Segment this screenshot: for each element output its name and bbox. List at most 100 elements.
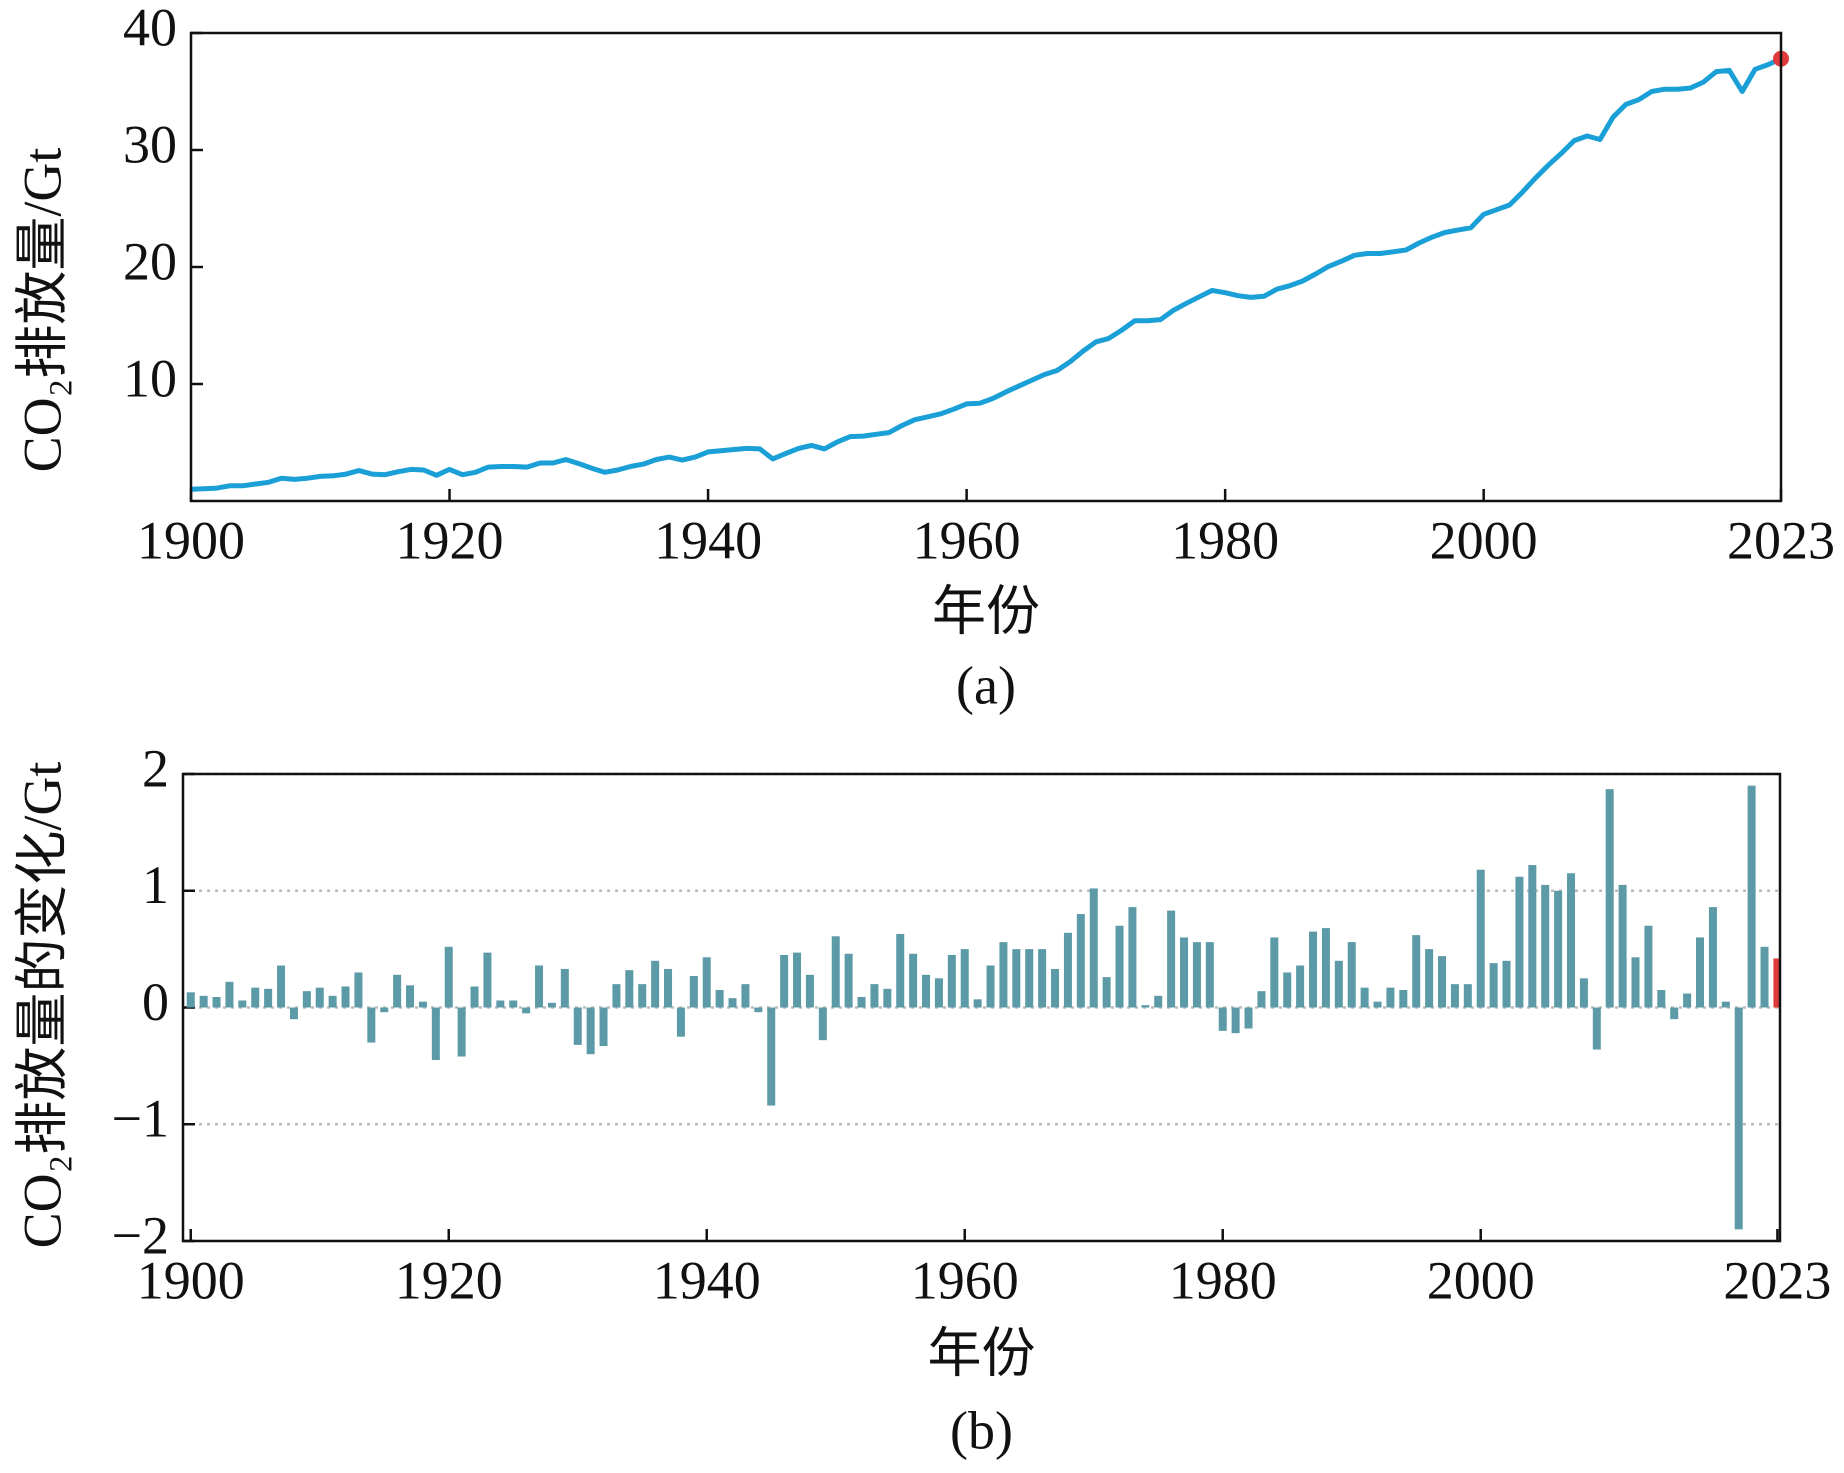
bar xyxy=(547,1002,556,1008)
bar xyxy=(199,995,208,1008)
bar xyxy=(212,996,221,1008)
bar xyxy=(1025,949,1034,1008)
bar xyxy=(1515,876,1524,1008)
bar xyxy=(1412,935,1421,1008)
bar xyxy=(289,1007,298,1020)
bar xyxy=(367,1007,376,1043)
bar xyxy=(1309,931,1318,1008)
x-tick-label: 1920 xyxy=(396,510,504,570)
x-axis-label: 年份 xyxy=(928,1323,1036,1383)
bar xyxy=(1115,925,1124,1008)
bar xyxy=(612,984,621,1008)
bar xyxy=(1141,1005,1150,1008)
bar xyxy=(1579,978,1588,1008)
bar xyxy=(909,953,918,1008)
x-axis-label: 年份 xyxy=(932,581,1040,641)
bar xyxy=(1721,1001,1730,1008)
bar xyxy=(522,1007,531,1014)
bar xyxy=(844,953,853,1008)
bar xyxy=(1167,910,1176,1008)
bar xyxy=(418,1001,427,1008)
caption: (b) xyxy=(950,1400,1013,1460)
bar xyxy=(1734,1007,1743,1230)
bar xyxy=(664,968,673,1008)
bar xyxy=(715,989,724,1008)
bar xyxy=(1438,956,1447,1008)
y-axis-label: CO₂排放量/Gt xyxy=(12,148,72,473)
bar xyxy=(238,1000,247,1008)
x-tick-label: 2000 xyxy=(1427,1250,1535,1310)
bar xyxy=(1618,884,1627,1008)
bar xyxy=(1386,987,1395,1008)
y-tick-label: −1 xyxy=(112,1089,169,1149)
bar xyxy=(1270,937,1279,1008)
bar xyxy=(883,988,892,1008)
plot-frame xyxy=(181,772,1782,1243)
bar xyxy=(922,974,931,1008)
bar xyxy=(1502,960,1511,1008)
bar xyxy=(431,1007,440,1061)
panel: 10 20 30 40 1900 1920 1940 1960 1980 2000 2023 年份 (a… xyxy=(12,0,1835,715)
bar xyxy=(1296,965,1305,1008)
y-tick-label: 2 xyxy=(142,738,169,798)
bar xyxy=(780,954,789,1008)
bar xyxy=(728,998,737,1008)
bar xyxy=(302,991,311,1008)
bar xyxy=(1205,942,1214,1008)
bar xyxy=(1231,1007,1240,1034)
y-tick-label: 10 xyxy=(123,348,177,408)
bar xyxy=(1257,991,1266,1008)
y-tick-label: 40 xyxy=(123,0,177,57)
bar xyxy=(741,984,750,1008)
bar xyxy=(1373,1001,1382,1008)
x-tick-label: 1900 xyxy=(137,1250,245,1310)
bar xyxy=(1489,963,1498,1008)
bar xyxy=(328,995,337,1008)
bar xyxy=(934,978,943,1008)
bar xyxy=(251,987,260,1008)
bar xyxy=(651,960,660,1008)
bar xyxy=(1683,993,1692,1008)
bar xyxy=(767,1007,776,1106)
line xyxy=(190,56,1783,492)
bar xyxy=(1670,1007,1679,1020)
bar xyxy=(702,957,711,1008)
plot-frame xyxy=(189,31,1783,503)
bar xyxy=(1283,972,1292,1008)
y-tick-label: −2 xyxy=(112,1205,169,1265)
bar xyxy=(1657,989,1666,1008)
bar xyxy=(483,952,492,1008)
bar xyxy=(986,965,995,1008)
bar xyxy=(1399,989,1408,1008)
x-tick-label: 1980 xyxy=(1169,1250,1277,1310)
y-tick-label: 1 xyxy=(142,855,169,915)
y-tick-label: 30 xyxy=(123,114,177,174)
bar xyxy=(277,965,286,1008)
bar xyxy=(1605,789,1614,1008)
bar xyxy=(1541,884,1550,1008)
bar xyxy=(341,986,350,1008)
bar xyxy=(754,1007,763,1013)
bar xyxy=(1528,865,1537,1008)
bar xyxy=(444,946,453,1008)
bar xyxy=(1063,932,1072,1008)
bar xyxy=(1425,949,1434,1008)
x-tick-label: 1920 xyxy=(395,1250,503,1310)
bar xyxy=(1218,1007,1227,1031)
bar xyxy=(1773,958,1780,1008)
bar xyxy=(1567,873,1576,1008)
bar xyxy=(225,981,234,1008)
bar xyxy=(625,970,634,1008)
bar xyxy=(947,954,956,1008)
bar xyxy=(1360,987,1369,1008)
bar xyxy=(999,942,1008,1008)
x-tick-label: 2000 xyxy=(1430,510,1538,570)
bar xyxy=(1334,960,1343,1008)
y-tick-label: 0 xyxy=(142,972,169,1032)
bar xyxy=(599,1007,608,1047)
x-tick-label: 2023 xyxy=(1723,1250,1831,1310)
bar xyxy=(509,1000,518,1008)
bar xyxy=(1631,957,1640,1008)
bar xyxy=(1012,949,1021,1008)
